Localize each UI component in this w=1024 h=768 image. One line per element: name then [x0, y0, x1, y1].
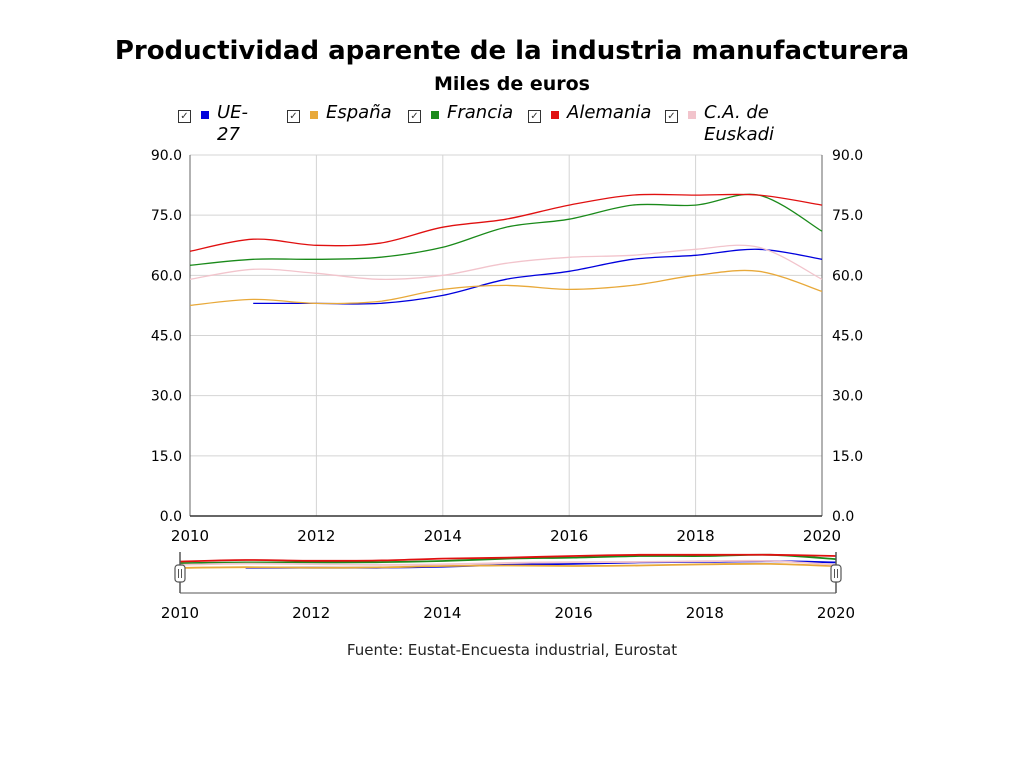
legend-checkbox[interactable]: ✓ [528, 110, 541, 123]
navigator-handle-right[interactable] [830, 564, 842, 583]
legend-swatch [431, 111, 439, 119]
legend-label: Alemania [567, 102, 652, 123]
y-tick-label-left: 60.0 [151, 268, 182, 284]
x-tick-label: 2018 [677, 527, 715, 545]
y-tick-label-left: 30.0 [151, 389, 182, 405]
y-tick-label-left: 75.0 [151, 208, 182, 224]
x-tick-label: 2020 [803, 527, 841, 545]
navigator-series-line-3 [179, 553, 837, 563]
legend-checkbox[interactable]: ✓ [665, 110, 678, 123]
legend-checkbox[interactable]: ✓ [178, 110, 191, 123]
series-line-2 [189, 193, 823, 266]
legend-swatch [310, 111, 318, 119]
navigator-series-line-4 [179, 559, 837, 566]
legend-item-euskadi[interactable]: ✓ C.A. de Euskadi [665, 102, 774, 146]
series-line-4 [189, 244, 823, 281]
y-tick-label-right: 45.0 [832, 329, 863, 345]
legend-item-ue27[interactable]: ✓ UE- 27 [178, 102, 248, 146]
y-tick-label-left: 45.0 [151, 329, 182, 345]
navigator-x-tick-label: 2018 [686, 604, 724, 622]
y-tick-label-right: 15.0 [832, 449, 863, 465]
y-tick-label-left: 15.0 [151, 449, 182, 465]
x-tick-label: 2010 [171, 527, 209, 545]
legend-swatch [551, 111, 559, 119]
legend-swatch [201, 111, 209, 119]
legend-checkbox[interactable]: ✓ [408, 110, 421, 123]
navigator-x-tick-label: 2014 [423, 604, 461, 622]
navigator-x-tick-label: 2010 [161, 604, 199, 622]
navigator-x-tick-label: 2016 [555, 604, 593, 622]
navigator-handle-left[interactable] [174, 564, 186, 583]
legend-checkbox[interactable]: ✓ [287, 110, 300, 123]
y-tick-label-right: 75.0 [832, 208, 863, 224]
legend-item-francia[interactable]: ✓ Francia [408, 102, 513, 124]
navigator-series-line-1 [179, 562, 837, 569]
legend-swatch [688, 111, 696, 119]
legend-label: UE- 27 [217, 102, 249, 145]
x-tick-label: 2016 [550, 527, 588, 545]
chart-subtitle: Miles de euros [434, 73, 590, 95]
x-tick-label: 2014 [424, 527, 462, 545]
legend-label: España [326, 102, 392, 123]
series-line-3 [189, 193, 823, 252]
legend-label: C.A. de Euskadi [704, 102, 775, 145]
navigator-x-tick-label: 2020 [817, 604, 855, 622]
chart-title: Productividad aparente de la industria m… [114, 36, 910, 66]
legend-item-alemania[interactable]: ✓ Alemania [528, 102, 651, 124]
navigator-x-tick-label: 2012 [292, 604, 330, 622]
legend-label: Francia [447, 102, 514, 123]
y-tick-label-left: 0.0 [160, 509, 182, 525]
y-tick-label-right: 0.0 [832, 509, 854, 525]
source-note: Fuente: Eustat-Encuesta industrial, Euro… [346, 641, 678, 659]
series-line-0 [253, 248, 823, 305]
legend-item-espana[interactable]: ✓ España [287, 102, 392, 124]
y-tick-label-left: 90.0 [151, 148, 182, 164]
y-tick-label-right: 60.0 [832, 268, 863, 284]
x-tick-label: 2012 [297, 527, 335, 545]
y-tick-label-right: 90.0 [832, 148, 863, 164]
series-line-1 [189, 269, 823, 307]
y-tick-label-right: 30.0 [832, 389, 863, 405]
